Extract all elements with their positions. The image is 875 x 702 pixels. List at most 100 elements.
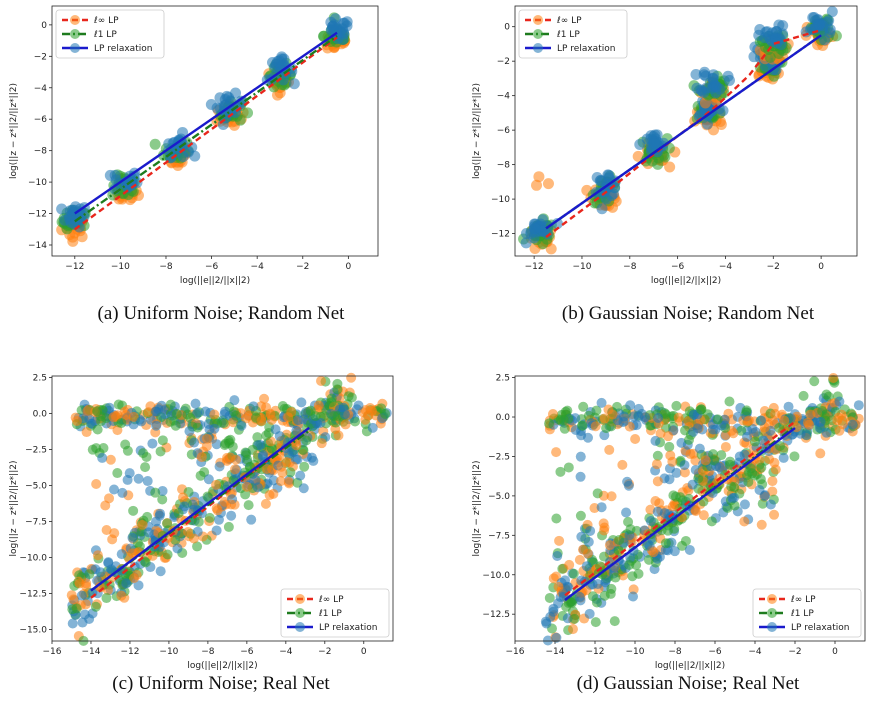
- data-point: [553, 581, 564, 592]
- data-point: [622, 476, 633, 487]
- legend-label: ℓ1 LP: [790, 609, 814, 619]
- y-tick-label: −12.5: [19, 589, 47, 599]
- data-point: [749, 436, 760, 447]
- x-tick-label: −8: [201, 647, 215, 657]
- data-point: [646, 420, 657, 431]
- series-line: [564, 420, 796, 597]
- data-point: [728, 428, 739, 439]
- data-point: [188, 533, 199, 544]
- data-point: [182, 527, 193, 538]
- data-point: [631, 559, 642, 570]
- data-point: [101, 525, 112, 536]
- data-point: [739, 499, 750, 510]
- legend-marker: [767, 594, 777, 604]
- legend-marker: [295, 608, 305, 618]
- data-point: [800, 26, 812, 38]
- x-tick-label: −10: [111, 262, 130, 272]
- x-tick-label: −12: [586, 647, 605, 657]
- series-line: [545, 28, 822, 238]
- data-point: [663, 431, 674, 442]
- data-point: [162, 549, 173, 560]
- y-tick-label: −12.5: [482, 610, 510, 620]
- data-point: [151, 516, 162, 527]
- panel-a: −12 −10 −8 −6 −4 −2 0 −14 −12 −10 −8 −6 −4 −2 0 log(||e…: [9, 5, 379, 286]
- data-point: [117, 487, 128, 498]
- data-point: [230, 464, 241, 475]
- data-point: [189, 437, 200, 448]
- data-point: [133, 473, 144, 484]
- data-point: [591, 405, 602, 416]
- data-point: [326, 397, 337, 408]
- data-point: [552, 551, 563, 562]
- legend-label: ℓ1 LP: [318, 609, 342, 619]
- data-point: [725, 456, 736, 467]
- x-tick-label: −8: [668, 647, 682, 657]
- data-point: [805, 409, 816, 420]
- data-point: [137, 519, 148, 530]
- data-point: [576, 430, 587, 441]
- data-point: [601, 423, 612, 434]
- data-point: [258, 450, 269, 461]
- data-point: [599, 413, 610, 424]
- data-point: [581, 561, 592, 572]
- data-point: [291, 425, 302, 436]
- data-point: [172, 543, 183, 554]
- data-point: [240, 489, 251, 500]
- x-tick-label: −10: [159, 647, 178, 657]
- x-tick-label: −10: [626, 647, 645, 657]
- legend-box: [518, 9, 628, 59]
- data-point: [231, 410, 242, 421]
- data-point: [101, 593, 112, 604]
- x-tick-label: 0: [818, 262, 824, 272]
- data-point: [596, 397, 607, 408]
- data-point: [157, 435, 168, 446]
- y-tick-label: 0: [504, 23, 510, 33]
- data-point: [651, 459, 662, 470]
- data-point: [590, 421, 601, 432]
- data-point: [574, 554, 585, 565]
- data-point: [67, 231, 79, 243]
- x-tick-label: −12: [120, 647, 139, 657]
- data-point: [261, 430, 272, 441]
- data-point: [729, 500, 740, 511]
- data-point: [113, 399, 124, 410]
- y-tick-label: −4: [34, 84, 48, 94]
- data-point: [756, 462, 767, 473]
- data-point: [743, 476, 754, 487]
- data-point: [590, 617, 601, 628]
- data-point: [625, 400, 636, 411]
- legend-label: ℓ1 LP: [556, 30, 580, 40]
- data-point: [743, 415, 754, 426]
- data-point: [138, 448, 149, 459]
- data-point: [236, 420, 247, 431]
- data-point: [779, 415, 790, 426]
- data-point: [802, 417, 813, 428]
- data-point: [121, 578, 132, 589]
- data-point: [783, 401, 794, 412]
- plot-frame: [514, 5, 858, 257]
- data-point: [531, 179, 543, 191]
- data-point: [690, 506, 701, 517]
- x-axis-label: log(||e||2/||x||2): [651, 276, 721, 286]
- data-point: [770, 64, 782, 76]
- data-point: [223, 521, 234, 532]
- data-point: [706, 516, 717, 527]
- data-point: [774, 440, 785, 451]
- x-tick-label: 0: [345, 262, 351, 272]
- series-line: [74, 34, 338, 223]
- legend-marker: [70, 43, 80, 53]
- data-point: [142, 511, 153, 522]
- series-line: [74, 31, 338, 215]
- x-tick-label: −6: [671, 262, 685, 272]
- data-point: [764, 51, 776, 63]
- data-point: [92, 406, 103, 417]
- x-tick-label: −8: [623, 262, 637, 272]
- y-tick-label: −5.0: [488, 492, 510, 502]
- data-point: [728, 492, 739, 503]
- data-point: [124, 468, 135, 479]
- data-point: [701, 82, 713, 94]
- data-point: [256, 416, 267, 427]
- data-point: [528, 232, 540, 244]
- legend-marker: [70, 29, 80, 39]
- data-point: [583, 536, 594, 547]
